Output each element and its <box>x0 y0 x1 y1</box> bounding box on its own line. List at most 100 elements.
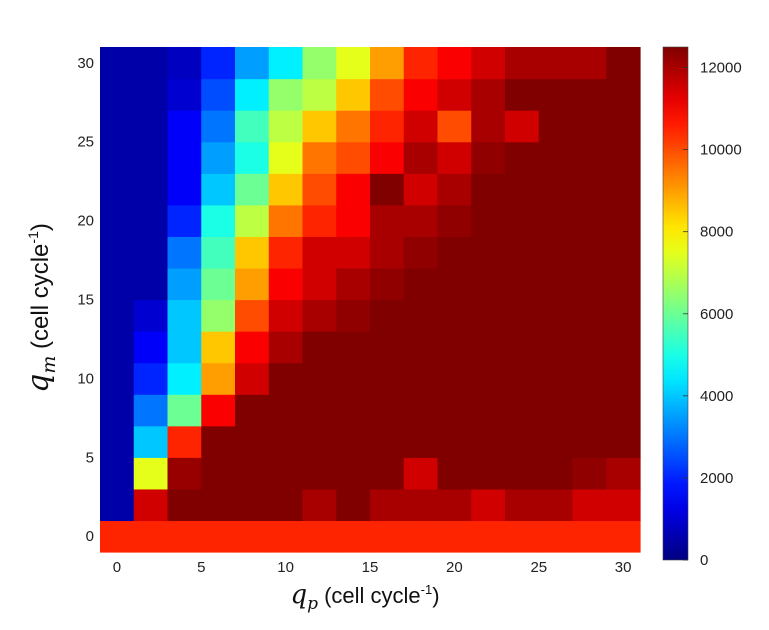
heatmap-cell <box>437 394 472 427</box>
heatmap-cell <box>167 236 202 269</box>
heatmap-cell <box>403 457 439 490</box>
heatmap-cell <box>100 236 135 269</box>
heatmap-cell <box>403 425 439 458</box>
heatmap-cell <box>100 173 135 206</box>
heatmap-cell <box>302 457 337 490</box>
heatmap-cell <box>437 204 472 237</box>
colorbar-tick-label: 2000 <box>700 470 733 487</box>
heatmap-cell <box>471 488 506 522</box>
heatmap-cell <box>167 299 202 332</box>
heatmap-cell <box>572 141 607 174</box>
heatmap-cell <box>167 362 202 395</box>
x-tick-label: 10 <box>277 559 294 576</box>
heatmap-cell <box>268 488 304 522</box>
heatmap-cell <box>471 236 506 269</box>
heatmap-cell <box>201 488 236 522</box>
heatmap-cell <box>370 457 405 490</box>
heatmap-cell <box>471 78 506 111</box>
y-tick-label: 30 <box>77 55 94 72</box>
heatmap-cell <box>370 267 405 301</box>
heatmap-cell <box>471 141 506 174</box>
heatmap-cell <box>572 520 607 553</box>
heatmap-cell <box>201 394 236 427</box>
heatmap-cell <box>403 173 439 206</box>
heatmap-cell <box>100 362 135 395</box>
heatmap-cell <box>268 173 304 206</box>
colorbar-tick-label: 4000 <box>700 388 733 405</box>
heatmap-cell <box>235 394 270 427</box>
heatmap-cell <box>505 520 540 553</box>
heatmap-cell <box>437 173 472 206</box>
colorbar-tick-label: 12000 <box>700 60 742 77</box>
heatmap-cell <box>403 110 439 143</box>
heatmap-cell <box>167 457 202 490</box>
heatmap-cell <box>538 110 574 143</box>
heatmap-cell <box>201 141 236 174</box>
heatmap-cell <box>370 141 405 174</box>
heatmap-cell <box>133 362 169 395</box>
heatmap-cell <box>437 110 472 143</box>
heatmap-cell <box>336 520 371 553</box>
heatmap-cell <box>471 204 506 237</box>
heatmap-cell <box>370 173 405 206</box>
heatmap-cell <box>133 141 169 174</box>
x-axis-label: qp (cell cycle-1) <box>290 580 439 614</box>
heatmap-cell <box>471 520 506 553</box>
heatmap-cell <box>235 267 270 301</box>
heatmap-cell <box>538 425 574 458</box>
heatmap-cell <box>302 236 337 269</box>
heatmap-cell <box>235 173 270 206</box>
heatmap-cell <box>403 299 439 332</box>
heatmap-cell <box>437 331 472 364</box>
heatmap-cell <box>167 78 202 111</box>
heatmap-cell <box>403 267 439 301</box>
heatmap-cell <box>437 520 472 553</box>
heatmap-cell <box>606 331 641 364</box>
y-axis-ticks: 0 5 10 15 20 25 30 <box>77 55 94 545</box>
heatmap-cell <box>201 110 236 143</box>
heatmap-cell <box>572 299 607 332</box>
colorbar-ticks: 0 2000 4000 6000 8000 10000 12000 <box>683 60 742 569</box>
heatmap-cell <box>505 488 540 522</box>
heatmap-cell <box>235 78 270 111</box>
heatmap-cell <box>100 488 135 522</box>
heatmap-cell <box>572 457 607 490</box>
heatmap-cell <box>201 236 236 269</box>
heatmap-cell <box>437 236 472 269</box>
heatmap-cell <box>167 173 202 206</box>
heatmap-cell <box>235 488 270 522</box>
heatmap-cell <box>403 78 439 111</box>
heatmap-cell <box>437 47 472 80</box>
heatmap-cell <box>370 204 405 237</box>
heatmap-cell <box>437 141 472 174</box>
heatmap-cell <box>403 141 439 174</box>
heatmap-cell <box>538 488 574 522</box>
heatmap-cells <box>100 47 641 553</box>
heatmap-cell <box>302 362 337 395</box>
heatmap-cell <box>167 110 202 143</box>
heatmap-cell <box>133 78 169 111</box>
heatmap-cell <box>268 204 304 237</box>
heatmap-cell <box>437 488 472 522</box>
heatmap-cell <box>336 362 371 395</box>
heatmap-cell <box>336 331 371 364</box>
heatmap-cell <box>133 394 169 427</box>
heatmap-cell <box>370 236 405 269</box>
heatmap-cell <box>505 47 540 80</box>
heatmap-cell <box>606 520 641 553</box>
heatmap-cell <box>505 110 540 143</box>
heatmap-cell <box>302 47 337 80</box>
heatmap-cell <box>606 173 641 206</box>
heatmap-cell <box>302 78 337 111</box>
heatmap-cell <box>370 78 405 111</box>
y-tick-label: 10 <box>77 370 94 387</box>
heatmap-cell <box>505 204 540 237</box>
heatmap-cell <box>471 267 506 301</box>
heatmap-cell <box>133 488 169 522</box>
heatmap-cell <box>133 267 169 301</box>
heatmap-cell <box>370 488 405 522</box>
y-tick-label: 0 <box>86 528 94 545</box>
heatmap-cell <box>606 141 641 174</box>
heatmap-cell <box>437 457 472 490</box>
